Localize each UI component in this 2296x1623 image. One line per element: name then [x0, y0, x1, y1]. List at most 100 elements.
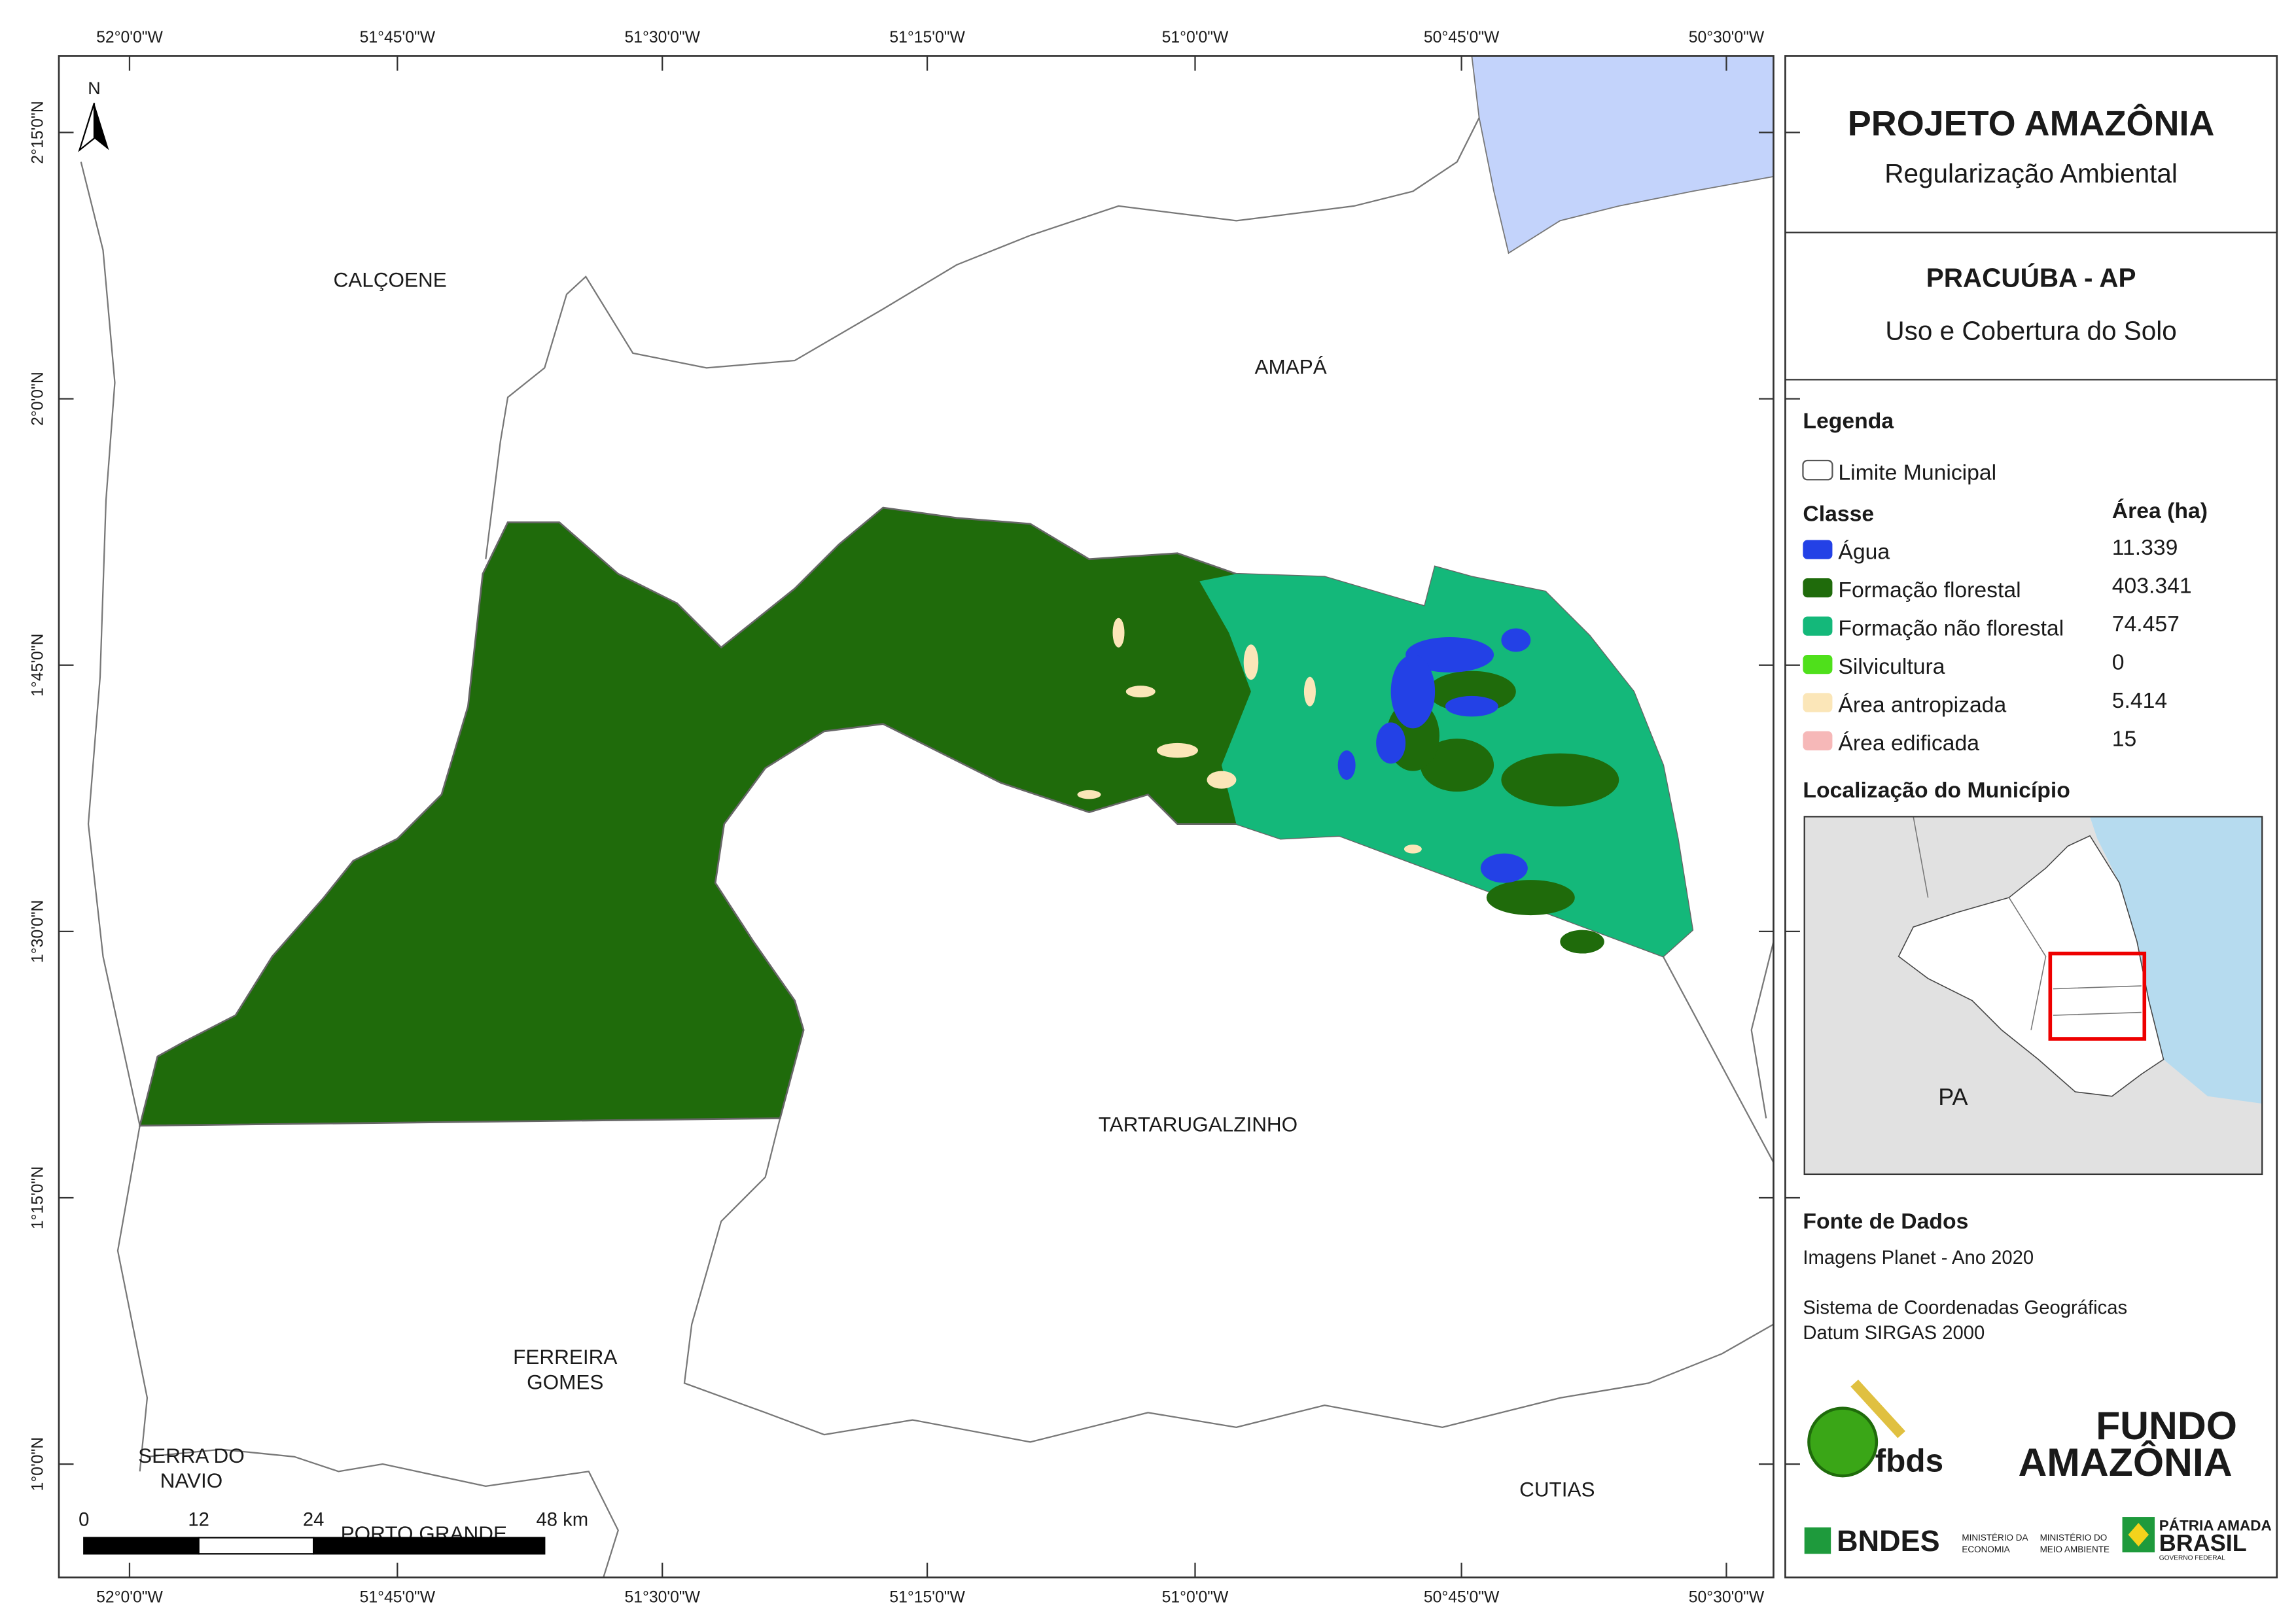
boundary — [683, 1118, 1775, 1443]
scale-label: 0 — [79, 1510, 89, 1531]
inset-extent — [2048, 951, 2147, 1041]
class-header: Classe — [1803, 501, 1874, 526]
location-inset: PA — [1803, 816, 2263, 1176]
boundary — [1662, 956, 1775, 1163]
legend-class: Formação florestal — [1838, 578, 2021, 602]
subtitle: Regularização Ambiental — [1884, 158, 2178, 188]
scale-label: 24 — [303, 1510, 325, 1531]
area-header: Área (ha) — [2112, 498, 2208, 523]
legend-title: Legenda — [1803, 409, 1894, 434]
place-label: CALÇOENE — [333, 268, 446, 292]
x-tick-label: 50°30'0"W — [1689, 29, 1765, 46]
legend-class: Área antropizada — [1838, 693, 2006, 718]
place-label: SERRA DO — [138, 1444, 245, 1467]
anthropic-patch — [1156, 742, 1198, 758]
logos: fbds FUNDO AMAZÔNIA BNDES MINISTÉRIO DA … — [1804, 1380, 2272, 1562]
north-arrow: N — [78, 79, 109, 152]
boundary — [485, 117, 1480, 559]
legend-swatch — [1803, 654, 1833, 674]
water-patch — [1445, 695, 1498, 717]
boundary-label: Limite Municipal — [1838, 460, 1996, 485]
amazonia-text: AMAZÔNIA — [2018, 1440, 2232, 1484]
legend-area: 5.414 — [2112, 688, 2167, 713]
map-border — [58, 55, 1775, 1579]
anthropic-patch — [1207, 771, 1237, 789]
x-tick-label: 50°45'0"W — [1424, 1589, 1500, 1607]
source-line: Imagens Planet - Ano 2020 — [1803, 1248, 2034, 1268]
map-frame: CALÇOENE AMAPÁ TARTARUGALZINHO FERREIRAGOME… — [58, 55, 1775, 1579]
x-tick-label: 51°0'0"W — [1162, 29, 1229, 46]
boundary-swatch — [1802, 459, 1833, 481]
water-patch — [1480, 853, 1528, 883]
source-line: Datum SIRGAS 2000 — [1803, 1323, 1985, 1344]
brasil-text: BRASIL — [2159, 1529, 2247, 1556]
legend-area: 11.339 — [2112, 535, 2178, 560]
fbds-text: fbds — [1875, 1442, 1943, 1478]
municipal-boundaries — [80, 117, 1775, 1578]
forest-patch — [1560, 930, 1604, 954]
theme: Uso e Cobertura do Solo — [1885, 316, 2176, 346]
scale-label: 12 — [188, 1510, 209, 1531]
x-tick-label: 51°15'0"W — [889, 1589, 965, 1607]
legend-area: 15 — [2112, 726, 2137, 751]
legend-rows: Água 11.339 Formação florestal 403.341 Forma… — [1803, 535, 2192, 756]
graticule: 52°0'0"W 52°0'0"W 51°45'0"W 51°45'0"W 51°30'… — [29, 29, 1800, 1607]
y-tick-label: 1°45'0"N — [29, 634, 46, 697]
place-label: GOMES — [527, 1370, 603, 1393]
legend-swatch — [1803, 693, 1833, 712]
legend-area: 403.341 — [2112, 573, 2192, 598]
place-label: FERREIRA — [513, 1345, 617, 1369]
inset-border — [1803, 816, 2263, 1176]
x-tick-label: 51°45'0"W — [360, 1589, 436, 1607]
x-tick-label: 51°0'0"W — [1162, 1589, 1229, 1607]
legend-swatch — [1803, 616, 1833, 636]
water-patch — [1405, 637, 1494, 672]
place-labels: CALÇOENE AMAPÁ TARTARUGALZINHO FERREIRAGOME… — [138, 268, 1595, 1545]
side-panel: PROJETO AMAZÔNIA Regularização Ambiental… — [1784, 55, 2278, 1579]
anthropic-patch — [1243, 644, 1259, 680]
boundary — [116, 1125, 149, 1472]
forest-patch — [1486, 880, 1575, 916]
scale-segment — [313, 1537, 546, 1555]
anthropic-patch — [1112, 618, 1125, 648]
water-patch — [1501, 628, 1531, 652]
x-tick-label: 51°30'0"W — [624, 1589, 700, 1607]
legend-class: Água — [1838, 540, 1890, 565]
scale-bar: 0 12 24 48 km — [79, 1510, 588, 1555]
y-tick-label: 1°15'0"N — [29, 1166, 46, 1229]
bndes-mark — [1804, 1527, 1831, 1554]
scale-label: 48 km — [536, 1510, 588, 1531]
x-tick-label: 51°30'0"W — [624, 29, 700, 46]
patria-text: PÁTRIA AMADA — [2159, 1517, 2272, 1533]
y-tick-label: 2°0'0"N — [29, 372, 46, 426]
forest-patch — [1501, 753, 1619, 807]
place-label: CUTIAS — [1519, 1478, 1595, 1501]
anthropic-patch — [1303, 676, 1316, 707]
north-arrow-left — [78, 103, 96, 152]
scale-segment — [83, 1537, 200, 1555]
scale-segment — [198, 1537, 315, 1555]
anthropic-patch — [1125, 686, 1156, 698]
boundary — [1750, 941, 1775, 1119]
x-tick-label: 51°45'0"W — [360, 29, 436, 46]
legend-class: Área edificada — [1838, 731, 1979, 756]
ministry-text: ECONOMIA — [1962, 1544, 2009, 1554]
legend-area: 0 — [2112, 650, 2125, 674]
anthropic-patch — [1404, 845, 1422, 854]
legend-area: 74.457 — [2112, 612, 2180, 637]
source-line: Sistema de Coordenadas Geográficas — [1803, 1298, 2127, 1319]
water-patch — [1376, 722, 1406, 764]
water-patch — [1337, 750, 1356, 780]
y-tick-label: 1°30'0"N — [29, 900, 46, 963]
ministry-text: MEIO AMBIENTE — [2040, 1544, 2110, 1554]
location-title: Localização do Município — [1803, 778, 2070, 803]
gov-text: GOVERNO FEDERAL — [2159, 1554, 2225, 1562]
fundo-text: FUNDO — [2096, 1403, 2237, 1448]
municipality: PRACUÚBA - AP — [1926, 263, 2136, 293]
ministry-text: MINISTÉRIO DO — [2040, 1533, 2108, 1543]
inset-ocean — [2090, 816, 2263, 1104]
land-cover — [138, 506, 1694, 1127]
place-label: NAVIO — [160, 1469, 223, 1492]
